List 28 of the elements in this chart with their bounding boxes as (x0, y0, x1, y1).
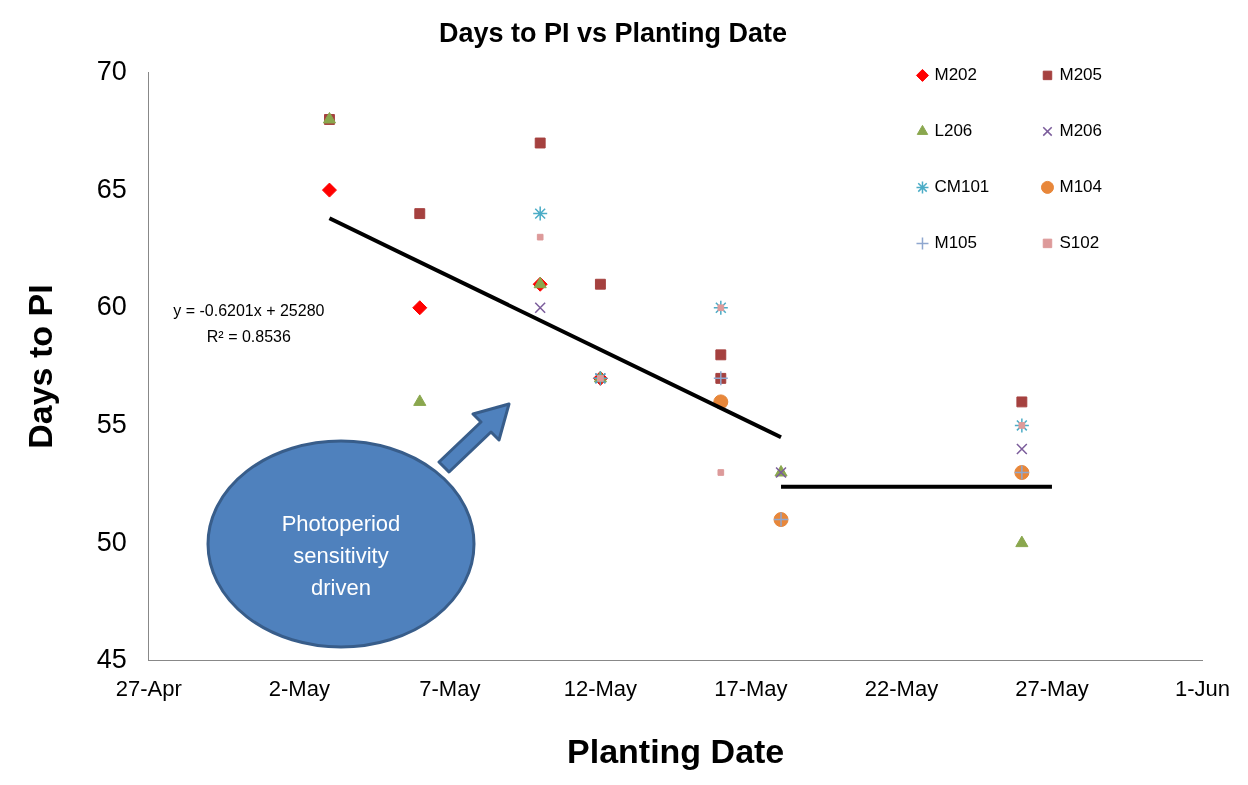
y-tick-label: 70 (96, 55, 127, 86)
y-tick-label: 50 (96, 526, 127, 557)
legend-label: CM101 (934, 177, 990, 197)
legend-label: M105 (934, 233, 978, 253)
chart-title: Days to PI vs Planting Date (438, 17, 788, 48)
legend-label: S102 (1059, 233, 1100, 253)
x-tick-label: 2-May (268, 676, 330, 702)
x-tick-label: 17-May (714, 676, 788, 702)
legend-label: M104 (1059, 177, 1103, 197)
x-tick-label: 27-May (1015, 676, 1089, 702)
y-tick-label: 55 (96, 408, 127, 439)
x-tick-label: 12-May (563, 676, 638, 702)
annotation: R² = 0.8536 (206, 327, 291, 345)
y-axis-title: Days to PI (20, 284, 59, 449)
x-tick-label: 1-Jun (1174, 676, 1231, 702)
legend-label: M206 (1059, 121, 1103, 141)
legend-label: L206 (934, 121, 973, 141)
x-tick-label: 7-May (419, 676, 481, 702)
y-tick-label: 65 (96, 173, 127, 204)
y-tick-label: 60 (96, 291, 127, 322)
x-axis-title: Planting Date (567, 731, 785, 770)
y-tick-label: 45 (96, 644, 127, 675)
x-tick-label: 22-May (864, 676, 939, 702)
legend-label: M205 (1059, 65, 1103, 85)
annotation: y = -0.6201x + 25280 (173, 301, 325, 319)
annotation: Photoperiod sensitivity driven (280, 510, 402, 602)
x-tick-label: 27-Apr (115, 676, 182, 702)
legend-label: M202 (934, 65, 978, 85)
